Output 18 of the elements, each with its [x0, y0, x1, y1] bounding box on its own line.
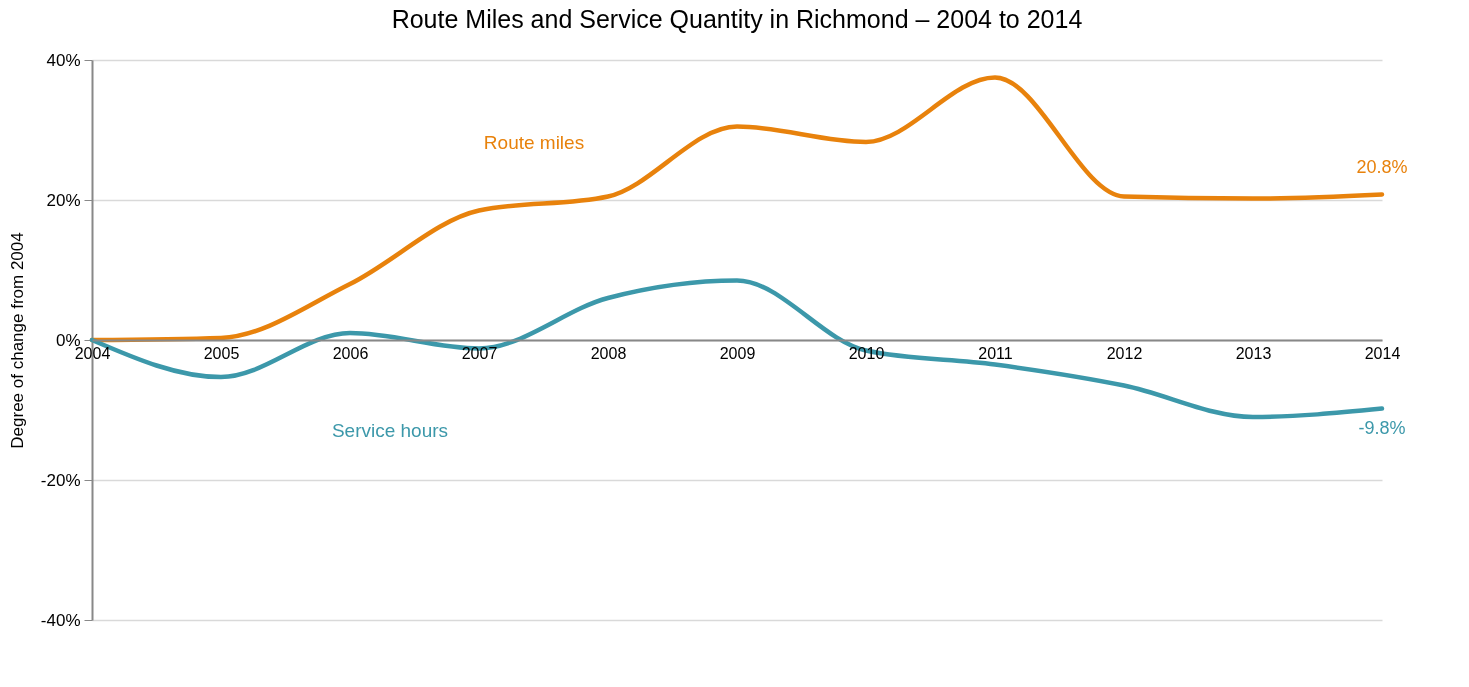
y-tick-label: -40%	[40, 610, 81, 630]
x-tick-label: 2014	[1364, 344, 1401, 362]
y-axis-title: Degree of change from 2004	[7, 232, 27, 449]
x-tick-label: 2009	[719, 344, 756, 362]
x-tick-label: 2011	[978, 344, 1013, 362]
x-tick-label: 2006	[332, 344, 369, 362]
x-tick-label: 2005	[203, 344, 240, 362]
data-label: -9.8%	[1358, 417, 1406, 438]
chart-title: Route Miles and Service Quantity in Richmond – 2004 to 2014	[391, 5, 1083, 33]
text: Route miles	[483, 132, 585, 154]
x-tick-label: 2008	[590, 344, 627, 362]
y-tick-label: 40%	[46, 50, 81, 70]
data-label: 20.8%	[1356, 157, 1408, 178]
x-tick-label: 2013	[1235, 344, 1272, 362]
y-tick-label: 20%	[46, 190, 81, 210]
text: Service hours	[331, 420, 449, 441]
x-tick-label: 2012	[1106, 344, 1143, 362]
y-tick-label: -20%	[40, 470, 81, 490]
